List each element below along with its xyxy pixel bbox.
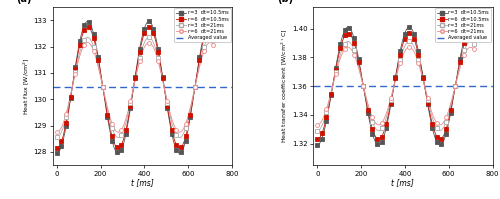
Y-axis label: Heat flux [W/cm$^2$]: Heat flux [W/cm$^2$] bbox=[21, 57, 30, 115]
Text: (b): (b) bbox=[277, 0, 293, 4]
Text: (a): (a) bbox=[16, 0, 32, 4]
X-axis label: t [ms]: t [ms] bbox=[392, 178, 414, 187]
Y-axis label: Heat transfer coefficient [W/cm$^2$$^\circ$C]: Heat transfer coefficient [W/cm$^2$$^\ci… bbox=[279, 29, 289, 143]
Legend: r=3  dt=10.5ms, r=6  dt=10.5ms, r=3  dt=21ms, r=6  dt=21ms, Averaged value: r=3 dt=10.5ms, r=6 dt=10.5ms, r=3 dt=21m… bbox=[435, 9, 491, 42]
X-axis label: t [ms]: t [ms] bbox=[131, 178, 154, 187]
Legend: r=3  dt=10.5ms, r=6  dt=10.5ms, r=3  dt=21ms, r=6  dt=21ms, Averaged value: r=3 dt=10.5ms, r=6 dt=10.5ms, r=3 dt=21m… bbox=[174, 9, 231, 42]
